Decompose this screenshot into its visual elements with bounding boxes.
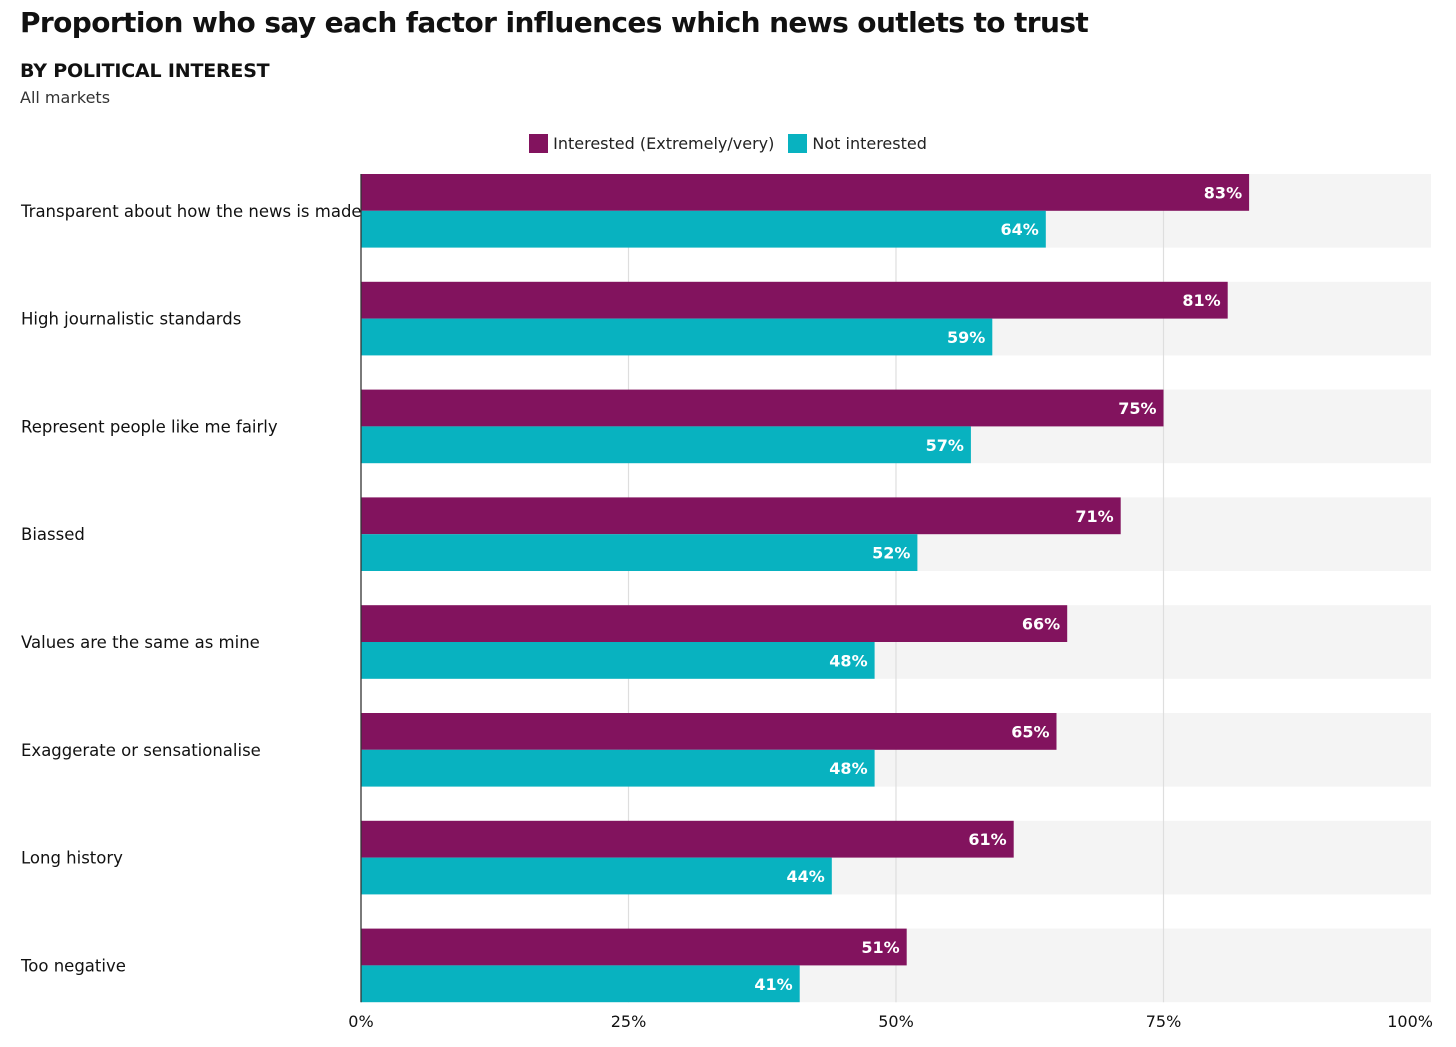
bar-interested — [361, 928, 907, 966]
bar-interested — [361, 820, 1014, 858]
chart-note: All markets — [20, 88, 111, 107]
bar-interested — [361, 174, 1250, 211]
data-label: 52% — [872, 544, 910, 563]
bar-not-interested — [361, 318, 993, 356]
bar-interested — [361, 497, 1121, 535]
legend-label-interested: Interested (Extremely/very) — [553, 134, 775, 153]
bar-not-interested — [361, 210, 1046, 248]
x-tick-label: 50% — [878, 1012, 914, 1031]
category-label: Represent people like me fairly — [21, 417, 278, 436]
data-label: 48% — [829, 651, 867, 670]
data-label: 59% — [947, 328, 985, 347]
legend-item-interested: Interested (Extremely/very) — [529, 134, 774, 153]
x-tick-label: 75% — [1146, 1012, 1182, 1031]
legend-item-not-interested: Not interested — [788, 134, 927, 153]
category-label: Biassed — [21, 525, 85, 544]
data-label: 51% — [861, 938, 899, 957]
bar-not-interested — [361, 534, 918, 571]
category-label: Long history — [21, 849, 123, 868]
x-tick-label: 25% — [611, 1012, 647, 1031]
data-label: 81% — [1182, 291, 1220, 310]
bar-not-interested — [361, 642, 875, 679]
data-label: 48% — [829, 759, 867, 778]
bar-not-interested — [361, 857, 832, 895]
bar-interested — [361, 281, 1228, 319]
chart-title: Proportion who say each factor influence… — [20, 6, 1089, 39]
category-label: Transparent about how the news is made — [20, 202, 362, 221]
data-label: 65% — [1011, 722, 1049, 741]
data-label: 71% — [1075, 507, 1113, 526]
category-label: Too negative — [20, 956, 126, 975]
category-label: Values are the same as mine — [21, 633, 260, 652]
bar-not-interested — [361, 749, 875, 787]
chart-subtitle: BY POLITICAL INTEREST — [20, 60, 270, 82]
bar-not-interested — [361, 426, 971, 464]
bar-interested — [361, 605, 1068, 642]
bar-interested — [361, 389, 1164, 427]
data-label: 64% — [1001, 220, 1039, 239]
data-label: 57% — [926, 436, 964, 455]
data-label: 44% — [787, 867, 825, 886]
legend-swatch-not-interested — [788, 134, 808, 153]
legend-swatch-interested — [529, 134, 549, 153]
legend-label-not-interested: Not interested — [812, 134, 927, 153]
x-tick-label: 100% — [1387, 1012, 1433, 1031]
category-label: Exaggerate or sensationalise — [21, 741, 261, 760]
bar-not-interested — [361, 965, 800, 1003]
data-label: 75% — [1118, 399, 1156, 418]
data-label: 41% — [754, 975, 792, 994]
category-label: High journalistic standards — [21, 310, 241, 329]
data-label: 83% — [1204, 183, 1242, 202]
data-label: 66% — [1022, 615, 1060, 634]
legend: Interested (Extremely/very) Not interest… — [0, 134, 1456, 153]
x-tick-label: 0% — [348, 1012, 373, 1031]
bar-interested — [361, 713, 1057, 750]
data-label: 61% — [968, 830, 1006, 849]
